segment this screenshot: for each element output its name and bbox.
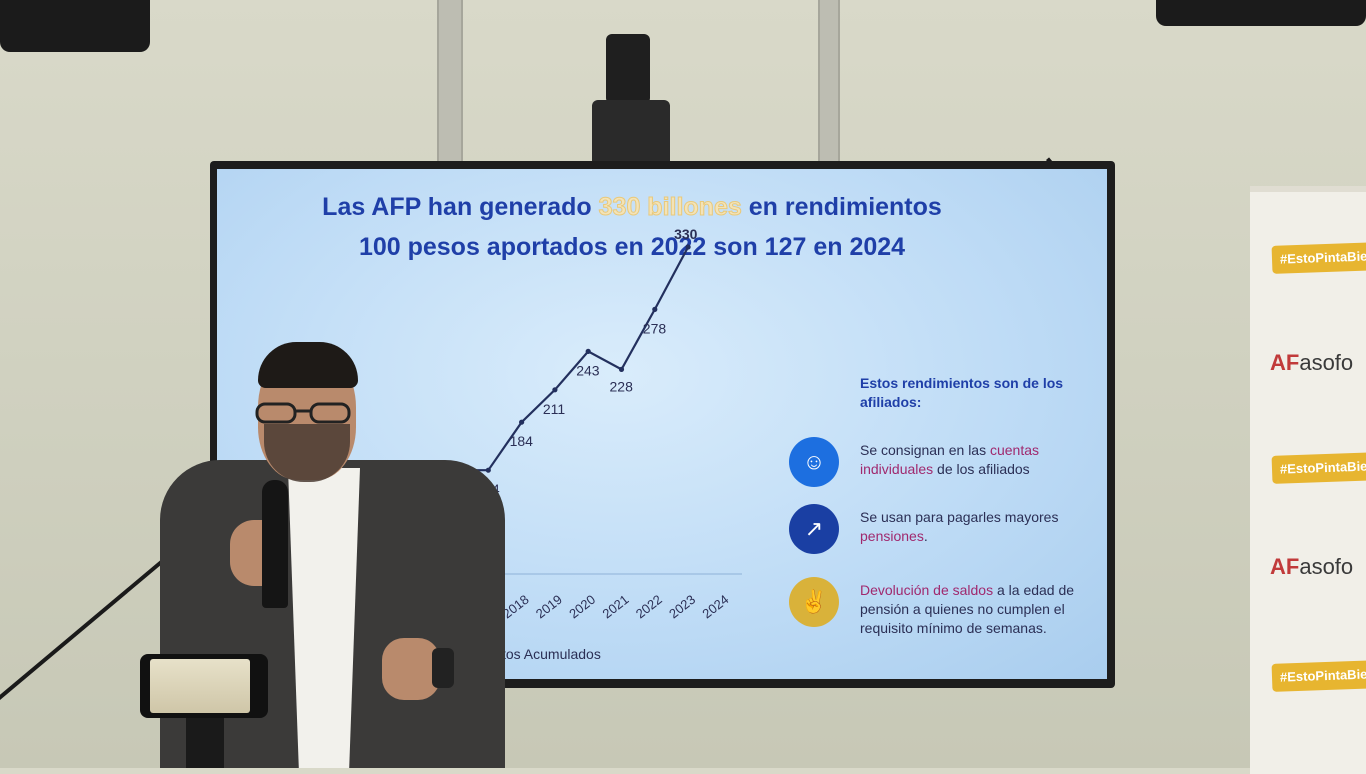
data-label: 184	[510, 433, 534, 449]
x-tick-label: 2019	[533, 592, 565, 622]
webcam	[606, 34, 650, 104]
info-item-text-after: .	[923, 528, 928, 544]
tv-monitor: Las AFP han generado 330 billones en ren…	[210, 161, 1115, 688]
x-tick-label: 2022	[633, 592, 665, 622]
brand-mark: AF	[1270, 350, 1300, 375]
data-point	[618, 366, 625, 372]
x-tick-label: 2023	[666, 592, 698, 622]
x-tick-label: 2024	[699, 592, 731, 622]
data-label: 211	[543, 401, 566, 417]
phone-tripod	[186, 718, 224, 768]
info-item-highlight: Devolución de saldos	[860, 582, 994, 598]
hand-coin-icon: ✌	[789, 577, 839, 627]
growth-chart-hand-icon: ↗	[789, 504, 839, 554]
phone-screen	[150, 659, 250, 713]
series-line	[455, 246, 690, 472]
presenter-shirt	[288, 468, 360, 768]
data-point	[552, 387, 558, 393]
presenter-hair	[258, 342, 358, 388]
info-item-text-before: Se usan para pagarles mayores	[860, 509, 1059, 525]
data-point	[585, 348, 591, 354]
data-label: 228	[610, 378, 634, 394]
ceiling-speaker-right	[1156, 0, 1366, 26]
recording-phone	[140, 654, 268, 718]
x-tick-label: 2020	[566, 592, 598, 622]
slide-subtitle: 100 pesos aportados en 2022 son 127 en 2…	[358, 233, 906, 261]
brand-text: asofo	[1299, 350, 1354, 375]
info-item-text: Devolución de saldos a la edad de pensió…	[860, 581, 1107, 638]
presenter-fist	[382, 638, 440, 700]
info-item-text-after: a la edad de pensión a quienes no cumple…	[860, 582, 1075, 636]
data-label: 330	[674, 226, 698, 242]
banner-hashtag: #EstoPintaBien	[1271, 452, 1366, 484]
data-point	[519, 419, 525, 425]
mount-pole-right	[818, 0, 840, 170]
info-item-highlight: cuentas individuales	[860, 442, 1040, 477]
title-part1: Las AFP han generado	[322, 193, 592, 221]
webcam-bracket	[592, 100, 670, 170]
data-point	[485, 467, 491, 473]
side-heading: Estos rendimientos son de los afiliados:	[860, 375, 1064, 410]
slide-title: Las AFP han generado 330 billones en ren…	[217, 187, 1047, 267]
mount-pole-left	[437, 0, 463, 175]
x-tick-label: 2021	[600, 592, 632, 622]
info-item-text-after: de los afiliados	[933, 461, 1030, 477]
rollup-banner: #EstoPintaBien AFasofo #EstoPintaBien AF…	[1250, 186, 1366, 774]
info-item-text-before: Se consignan en las	[860, 442, 990, 458]
title-part2: en rendimientos	[748, 193, 942, 221]
data-label: 278	[643, 320, 667, 336]
info-item-text: Se consignan en las cuentas individuales…	[860, 441, 1107, 479]
presenter-beard	[264, 424, 350, 482]
data-point	[685, 244, 691, 250]
microphone-icon	[262, 480, 288, 608]
banner-hashtag: #EstoPintaBien	[1271, 660, 1366, 692]
data-label: 243	[576, 362, 600, 378]
glasses-icon	[255, 402, 351, 424]
banner-brand: AFasofo	[1270, 554, 1353, 580]
info-item-highlight: pensiones	[860, 528, 924, 544]
chart-legend-text: tos Acumulados	[502, 646, 601, 662]
ceiling-speaker-left	[0, 0, 150, 52]
info-item-text: Se usan para pagarles mayores pensiones.	[860, 508, 1107, 546]
brand-text: asofo	[1299, 554, 1354, 579]
title-highlight: 330 billones	[598, 193, 742, 222]
banner-hashtag: #EstoPintaBien	[1271, 242, 1366, 274]
banner-brand: AFasofo	[1270, 350, 1353, 376]
brand-mark: AF	[1270, 554, 1300, 579]
people-money-icon: ☺	[789, 437, 839, 487]
watch-icon	[432, 648, 454, 688]
data-point	[652, 306, 658, 312]
